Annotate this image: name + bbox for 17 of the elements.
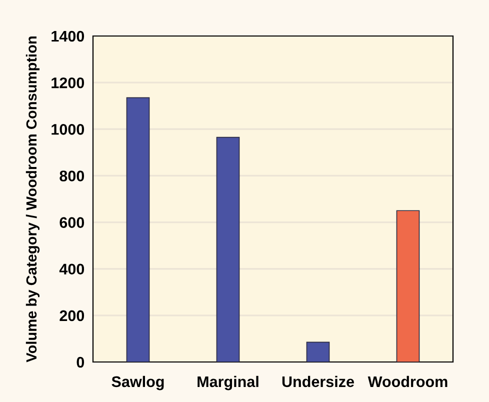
y-tick-label: 0 — [76, 356, 84, 368]
x-tick-label: Sawlog — [112, 376, 164, 390]
x-tick-label: Woodroom — [368, 376, 448, 388]
y-tick-label: 400 — [59, 264, 84, 275]
y-tick-label: 1200 — [52, 77, 84, 88]
y-tick-label: 800 — [60, 170, 84, 182]
y-tick-label: 1400 — [52, 30, 84, 42]
y-axis-title: Volume by Category / Woodroom Consumption — [26, 36, 40, 362]
bar — [396, 210, 420, 362]
bar — [216, 136, 240, 362]
y-tick-label: 200 — [60, 310, 84, 322]
x-tick-label: Marginal — [198, 376, 258, 390]
x-tick-label: Undersize — [282, 376, 354, 388]
bar — [306, 342, 330, 362]
y-tick-label: 600 — [60, 217, 84, 228]
bar — [126, 97, 150, 362]
y-tick-label: 1000 — [52, 124, 84, 135]
